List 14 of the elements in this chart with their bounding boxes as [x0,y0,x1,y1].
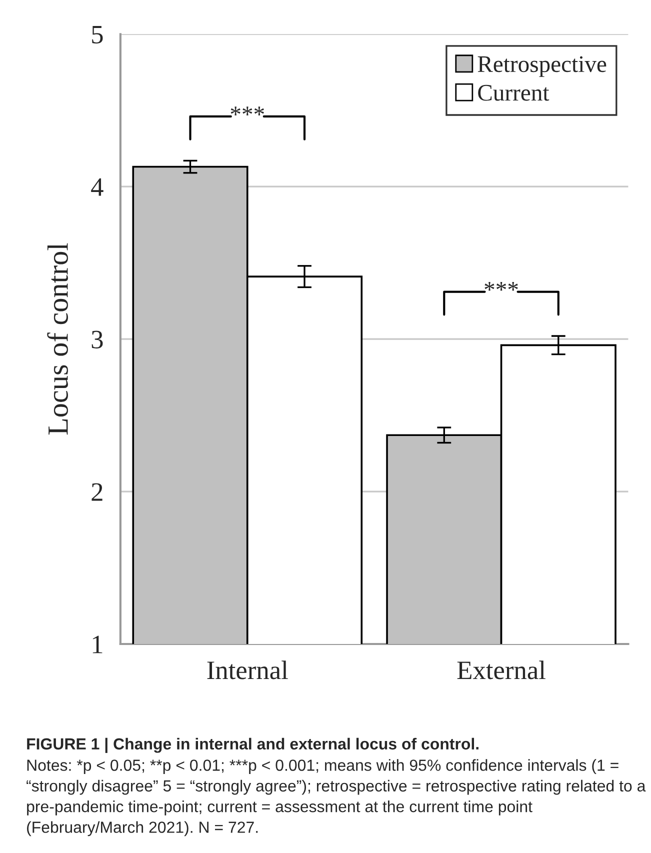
y-tick-label: 3 [92,330,103,348]
x-tick-label: External [457,660,546,680]
y-axis-title: Locus of control [47,243,68,435]
y-tick-label: 2 [92,483,102,501]
text: FIGURE 1 | Change in internal and external locus of control. [27,738,478,753]
legend-label: Current [478,84,550,101]
x-tick-label: Internal [207,660,288,680]
y-tick-label: 5 [92,26,103,44]
annotation: *** [230,106,264,116]
legend-label: Retrospective [478,56,606,77]
y-tick-label: 4 [91,178,104,196]
y-tick-label: 1 [92,636,102,654]
annotation: *** [484,282,518,291]
text: Notes: *p < 0.05; **p < 0.01; ***p < 0.001; means with 95% confidence intervals (1 = “strongly disagree” 5 = “strongly agree”); retrospective = retrospective rating related to a pre-pandemic time-point; current = assessment at the current time point (February/March 2021). N = 727. [26,759,646,836]
